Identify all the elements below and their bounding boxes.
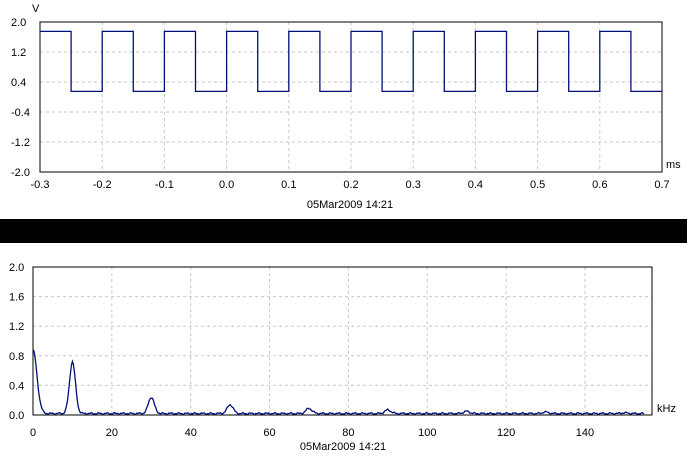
time-x-tick-label: 0.0 [219, 179, 234, 191]
time-y-tick-label: -2.0 [11, 167, 30, 179]
frequency-x-tick-label: 40 [185, 427, 197, 439]
time-x-tick-label: -0.3 [31, 179, 50, 191]
frequency-x-tick-labels: 0 20 40 60 80 100 120 140 [30, 427, 594, 439]
time-y-tick-label: -1.2 [11, 137, 30, 149]
frequency-y-tick-label: 0.8 [9, 351, 24, 363]
frequency-x-tick-label: 0 [30, 427, 36, 439]
frequency-y-tick-label: 2.0 [9, 262, 24, 274]
time-y-tick-label: 2.0 [11, 17, 26, 29]
divider-bar [0, 219, 687, 243]
time-x-tick-label: 0.2 [343, 179, 358, 191]
time-x-tick-label: 0.3 [406, 179, 421, 191]
time-timestamp: 05Mar2009 14:21 [307, 199, 393, 211]
time-plot-frame [39, 21, 663, 173]
time-x-tick-label: 0.4 [468, 179, 483, 191]
time-y-tick-label: 1.2 [11, 47, 26, 59]
frequency-y-tick-labels: 2.0 1.6 1.2 0.8 0.4 0.0 [9, 262, 24, 422]
time-y-tick-labels: 2.0 1.2 0.4 -0.4 -1.2 -2.0 [11, 17, 30, 179]
frequency-x-tick-label: 80 [342, 427, 354, 439]
time-y-tick-label: 0.4 [11, 77, 26, 89]
time-x-tick-label: -0.2 [93, 179, 112, 191]
spectrum-trace [32, 349, 645, 416]
square-wave-trace [40, 30, 662, 93]
frequency-x-tick-label: 20 [106, 427, 118, 439]
frequency-x-axis-unit: kHz [657, 403, 676, 415]
frequency-y-tick-label: 0.0 [9, 410, 24, 422]
frequency-y-tick-label: 0.4 [9, 380, 24, 392]
time-y-tick-label: -0.4 [11, 107, 30, 119]
time-x-tick-label: 0.5 [530, 179, 545, 191]
time-x-tick-label: 0.1 [281, 179, 296, 191]
frequency-spectrum-chart: 2.0 1.6 1.2 0.8 0.4 0.0 0 20 40 60 80 100 120 140 kH… [9, 262, 676, 453]
frequency-plot-frame [32, 266, 653, 416]
time-x-axis-unit: ms [666, 159, 681, 171]
time-x-tick-label: -0.1 [155, 179, 174, 191]
frequency-x-tick-label: 100 [418, 427, 436, 439]
frequency-y-tick-label: 1.2 [9, 321, 24, 333]
time-x-tick-labels: -0.3 -0.2 -0.1 0.0 0.1 0.2 0.3 0.4 0.5 0.6 0.7 [31, 179, 670, 191]
frequency-y-tick-label: 1.6 [9, 292, 24, 304]
time-y-axis-label: V [32, 3, 40, 15]
frequency-x-tick-label: 60 [263, 427, 275, 439]
frequency-timestamp: 05Mar2009 14:21 [300, 441, 386, 453]
time-x-tick-label: 0.6 [592, 179, 607, 191]
time-domain-chart: 2.0 1.2 0.4 -0.4 -1.2 -2.0 -0.3 -0.2 -0.1 0.0 0.1… [11, 3, 681, 211]
frequency-grid [32, 266, 652, 416]
time-x-tick-label: 0.7 [654, 179, 669, 191]
frequency-x-tick-label: 140 [576, 427, 594, 439]
frequency-x-tick-label: 120 [497, 427, 515, 439]
